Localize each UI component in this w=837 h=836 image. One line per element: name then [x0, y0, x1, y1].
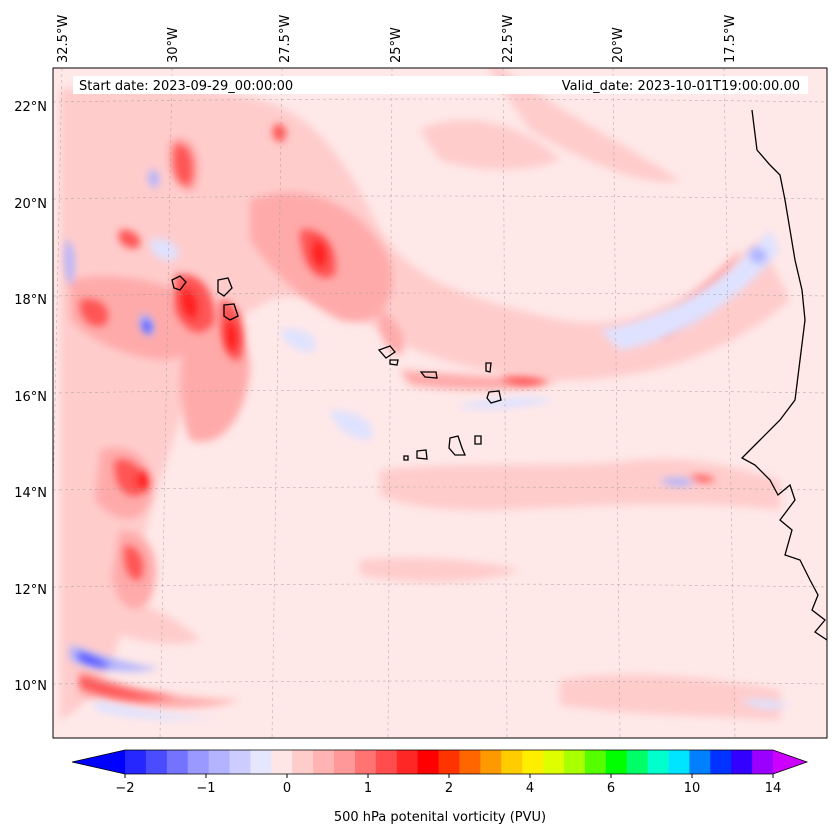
pv-light-pink-areas — [60, 68, 790, 720]
colorbar-swatch — [626, 750, 649, 774]
latitude-labels: 22°N 20°N 18°N 16°N 14°N 12°N 10°N — [14, 100, 47, 694]
colorbar-swatch — [522, 750, 544, 774]
pv-deep-blue-areas — [78, 320, 151, 667]
colorbar-swatch — [313, 750, 335, 774]
coastline — [171, 109, 827, 641]
colorbar-label: 500 hPa potenital vorticity (PVU) — [334, 810, 546, 825]
colorbar-tick-label: −1 — [196, 781, 215, 796]
lon-label: 20°W — [611, 27, 626, 63]
colorbar-tick-label: 4 — [526, 781, 534, 796]
colorbar-swatch — [396, 750, 419, 774]
colorbar-swatch — [292, 750, 314, 774]
cape-verde-island — [448, 435, 466, 456]
lon-label: 17.5°W — [723, 15, 738, 63]
colorbar-swatch — [563, 750, 586, 774]
pv-red-areas — [79, 123, 716, 701]
colorbar-swatch — [710, 750, 732, 774]
colorbar-swatch — [166, 750, 189, 774]
cape-verde-island — [419, 371, 438, 379]
colorbar-swatch — [647, 750, 669, 774]
africa-coastline — [740, 109, 827, 641]
cape-verde-island — [485, 362, 492, 373]
pv-deep-red-areas — [137, 240, 326, 492]
colorbar-swatch — [208, 750, 231, 774]
pv-contour — [217, 277, 233, 297]
colorbar-swatch — [438, 750, 460, 774]
colorbar-swatch — [668, 750, 690, 774]
lat-label: 16°N — [14, 390, 47, 405]
colorbar-swatch — [605, 750, 628, 774]
lon-label: 27.5°W — [278, 15, 293, 63]
lat-label: 18°N — [14, 293, 47, 308]
valid-date-label: Valid_date: 2023-10-01T19:00:00.00 — [562, 79, 800, 94]
cape-verde-island — [389, 359, 399, 366]
lon-label: 22.5°W — [501, 15, 516, 63]
colorbar-swatch — [543, 750, 565, 774]
colorbar-swatch — [125, 750, 147, 774]
lon-label: 25°W — [389, 27, 404, 63]
cape-verde-island — [416, 449, 428, 460]
colorbar-swatch — [417, 750, 440, 774]
lon-label: 30°W — [166, 27, 181, 63]
colorbar-extend-max — [773, 750, 807, 774]
colorbar-swatch — [752, 750, 774, 774]
gridlines — [53, 68, 827, 738]
colorbar-tick-label: 6 — [607, 781, 615, 796]
map-panel — [53, 68, 827, 738]
colorbar-swatch — [145, 750, 168, 774]
colorbar-extend-min — [72, 750, 125, 774]
colorbar-swatch — [459, 750, 481, 774]
cape-verde-island — [403, 455, 409, 461]
pv-contour — [171, 275, 187, 291]
longitude-labels: 32.5°W 30°W 27.5°W 25°W 22.5°W 20°W 17.5… — [56, 15, 738, 63]
lat-label: 20°N — [14, 197, 47, 212]
colorbar-swatch — [689, 750, 711, 774]
colorbar-tick-label: 10 — [684, 781, 701, 796]
lat-label: 12°N — [14, 583, 47, 598]
lat-label: 22°N — [14, 100, 47, 115]
cape-verde-island — [486, 390, 502, 404]
colorbar-tick-label: 2 — [445, 781, 453, 796]
colorbar-swatch — [250, 750, 272, 774]
colorbar-swatch — [187, 750, 210, 774]
colorbar-swatch — [354, 750, 377, 774]
colorbar: −2 −1 0 1 2 4 6 10 14 — [71, 749, 809, 796]
colorbar-swatch — [271, 750, 293, 774]
colorbar-tick-label: 0 — [283, 781, 291, 796]
start-date-label: Start date: 2023-09-29_00:00:00 — [79, 79, 293, 94]
map-frame — [52, 67, 828, 739]
pv-contour — [223, 303, 239, 321]
header-bar — [73, 76, 808, 94]
colorbar-swatch — [334, 750, 356, 774]
colorbar-tick-label: 14 — [765, 781, 782, 796]
colorbar-tick-label: −2 — [115, 781, 134, 796]
lat-label: 10°N — [14, 679, 47, 694]
pv-light-blue-areas — [95, 230, 790, 720]
colorbar-tick-label: 1 — [364, 781, 372, 796]
colorbar-swatch — [584, 750, 607, 774]
colorbar-swatch — [375, 750, 398, 774]
lon-label: 32.5°W — [56, 15, 71, 63]
colorbar-swatch — [229, 750, 251, 774]
cape-verde-island — [377, 345, 396, 359]
colorbar-swatch — [731, 750, 753, 774]
colorbar-swatch — [501, 750, 523, 774]
colorbar-swatch — [480, 750, 502, 774]
cape-verde-island — [474, 435, 482, 445]
lat-label: 14°N — [14, 486, 47, 501]
